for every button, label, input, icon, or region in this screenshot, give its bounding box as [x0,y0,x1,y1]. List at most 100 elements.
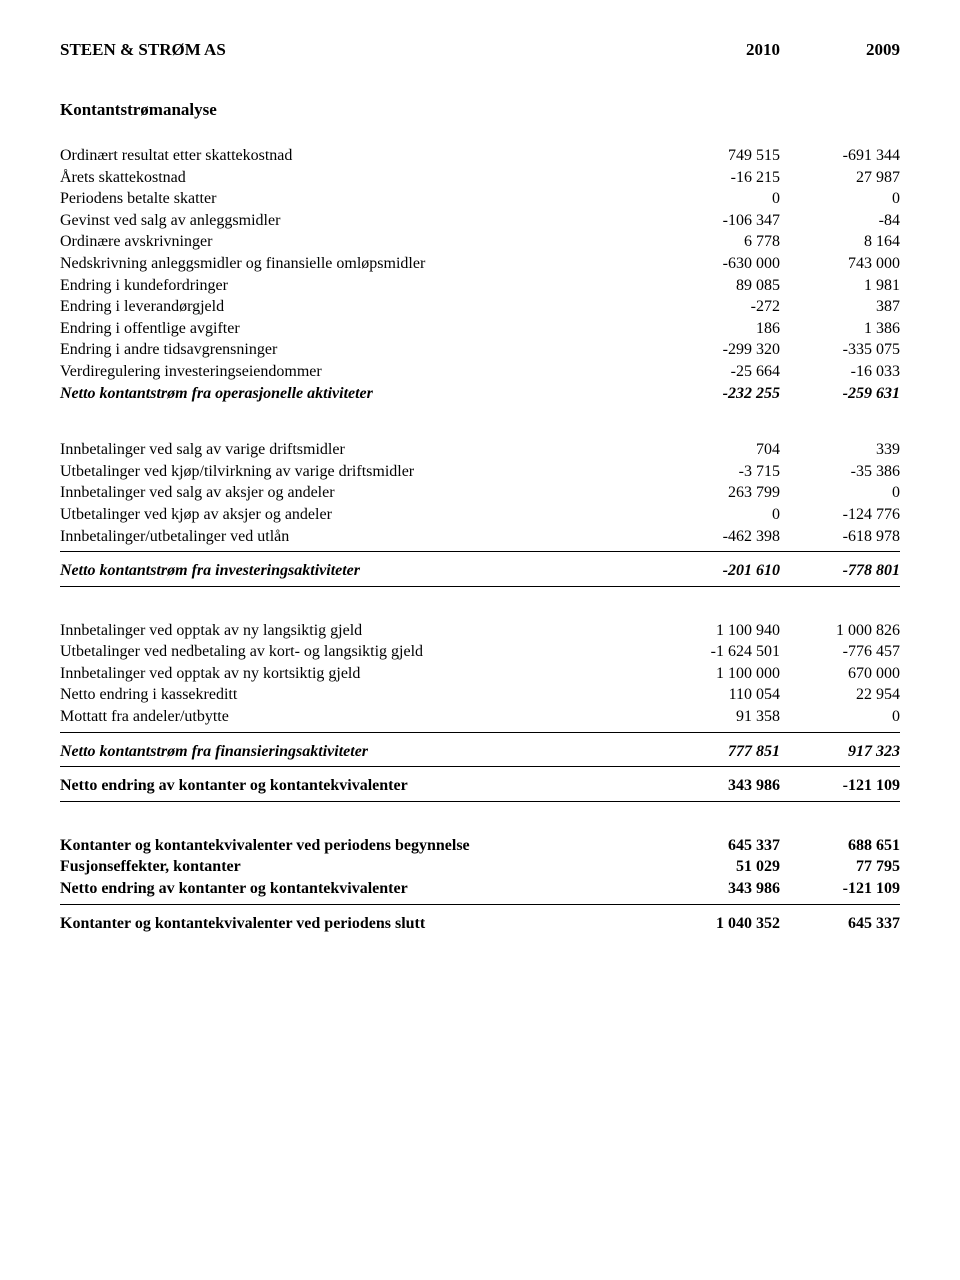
row-v1: 343 986 [660,878,780,900]
row-v1: -25 664 [660,361,780,383]
row-v1: 749 515 [660,145,780,167]
total-v2: 917 323 [780,741,900,763]
year-col-1: 2010 [660,40,780,60]
table-row: Ordinært resultat etter skattekostnad749… [60,145,900,167]
header-row: STEEN & STRØM AS 2010 2009 [60,40,900,60]
row-label: Endring i leverandørgjeld [60,296,660,318]
row-label: Nedskrivning anleggsmidler og finansiell… [60,253,660,275]
ending-rows: Kontanter og kontantekvivalenter ved per… [60,835,900,900]
total-label: Netto kontantstrøm fra operasjonelle akt… [60,383,660,405]
row-v1: 1 100 000 [660,663,780,685]
row-v2: 743 000 [780,253,900,275]
row-v1: 0 [660,504,780,526]
row-v2: -124 776 [780,504,900,526]
table-row: Fusjonseffekter, kontanter51 02977 795 [60,856,900,878]
operations-rows: Ordinært resultat etter skattekostnad749… [60,145,900,383]
table-row: Periodens betalte skatter00 [60,188,900,210]
row-v2: -121 109 [780,878,900,900]
row-v2: 1 000 826 [780,620,900,642]
row-v1: -16 215 [660,167,780,189]
divider [60,551,900,552]
total-v2: 645 337 [780,913,900,935]
row-v1: 263 799 [660,482,780,504]
row-label: Årets skattekostnad [60,167,660,189]
table-row: Årets skattekostnad-16 21527 987 [60,167,900,189]
row-label: Endring i kundefordringer [60,275,660,297]
row-v1: 6 778 [660,231,780,253]
row-v2: 8 164 [780,231,900,253]
row-label: Innbetalinger ved opptak av ny langsikti… [60,620,660,642]
row-label: Endring i offentlige avgifter [60,318,660,340]
total-v1: 777 851 [660,741,780,763]
divider [60,904,900,905]
table-row: Endring i kundefordringer89 0851 981 [60,275,900,297]
total-label: Netto kontantstrøm fra finansieringsakti… [60,741,660,763]
row-v2: -691 344 [780,145,900,167]
row-label: Ordinært resultat etter skattekostnad [60,145,660,167]
divider [60,801,900,802]
row-v2: -84 [780,210,900,232]
row-label: Utbetalinger ved kjøp/tilvirkning av var… [60,461,660,483]
table-row: Ordinære avskrivninger6 7788 164 [60,231,900,253]
table-row: Endring i offentlige avgifter1861 386 [60,318,900,340]
row-label: Utbetalinger ved nedbetaling av kort- og… [60,641,660,663]
row-label: Innbetalinger/utbetalinger ved utlån [60,526,660,548]
row-label: Endring i andre tidsavgrensninger [60,339,660,361]
total-v1: -201 610 [660,560,780,582]
investing-total: Netto kontantstrøm fra investeringsaktiv… [60,560,900,582]
investing-rows: Innbetalinger ved salg av varige driftsm… [60,439,900,547]
row-v2: 339 [780,439,900,461]
row-v2: 77 795 [780,856,900,878]
divider [60,766,900,767]
row-v2: -618 978 [780,526,900,548]
row-v2: 22 954 [780,684,900,706]
total-v1: 1 040 352 [660,913,780,935]
row-label: Netto endring i kassekreditt [60,684,660,706]
total-v1: -232 255 [660,383,780,405]
row-v1: -106 347 [660,210,780,232]
table-row: Innbetalinger/utbetalinger ved utlån-462… [60,526,900,548]
label: Netto endring av kontanter og kontantekv… [60,775,660,797]
v1: 343 986 [660,775,780,797]
table-row: Utbetalinger ved kjøp av aksjer og andel… [60,504,900,526]
row-v2: -335 075 [780,339,900,361]
year-col-2: 2009 [780,40,900,60]
row-v1: 51 029 [660,856,780,878]
ending-total: Kontanter og kontantekvivalenter ved per… [60,913,900,935]
financing-total: Netto kontantstrøm fra finansieringsakti… [60,741,900,763]
net-change: Netto endring av kontanter og kontantekv… [60,775,900,797]
table-row: Utbetalinger ved kjøp/tilvirkning av var… [60,461,900,483]
table-row: Mottatt fra andeler/utbytte91 3580 [60,706,900,728]
table-row: Endring i leverandørgjeld-272387 [60,296,900,318]
row-v1: 110 054 [660,684,780,706]
row-v1: 704 [660,439,780,461]
table-row: Innbetalinger ved opptak av ny langsikti… [60,620,900,642]
table-row: Verdiregulering investeringseiendommer-2… [60,361,900,383]
row-v1: -1 624 501 [660,641,780,663]
row-v1: 0 [660,188,780,210]
total-label: Netto kontantstrøm fra investeringsaktiv… [60,560,660,582]
row-v1: 186 [660,318,780,340]
row-v2: 1 981 [780,275,900,297]
row-label: Netto endring av kontanter og kontantekv… [60,878,660,900]
row-v1: -272 [660,296,780,318]
row-v2: -35 386 [780,461,900,483]
row-v2: 27 987 [780,167,900,189]
row-v2: 0 [780,482,900,504]
row-v2: 670 000 [780,663,900,685]
row-v1: -299 320 [660,339,780,361]
table-row: Kontanter og kontantekvivalenter ved per… [60,835,900,857]
row-v2: 688 651 [780,835,900,857]
row-label: Innbetalinger ved opptak av ny kortsikti… [60,663,660,685]
row-v1: 645 337 [660,835,780,857]
row-v1: 91 358 [660,706,780,728]
row-v1: 1 100 940 [660,620,780,642]
total-label: Kontanter og kontantekvivalenter ved per… [60,913,660,935]
row-label: Innbetalinger ved salg av aksjer og ande… [60,482,660,504]
total-v2: -778 801 [780,560,900,582]
total-v2: -259 631 [780,383,900,405]
row-v2: -776 457 [780,641,900,663]
row-label: Mottatt fra andeler/utbytte [60,706,660,728]
table-row: Gevinst ved salg av anleggsmidler-106 34… [60,210,900,232]
row-label: Gevinst ved salg av anleggsmidler [60,210,660,232]
